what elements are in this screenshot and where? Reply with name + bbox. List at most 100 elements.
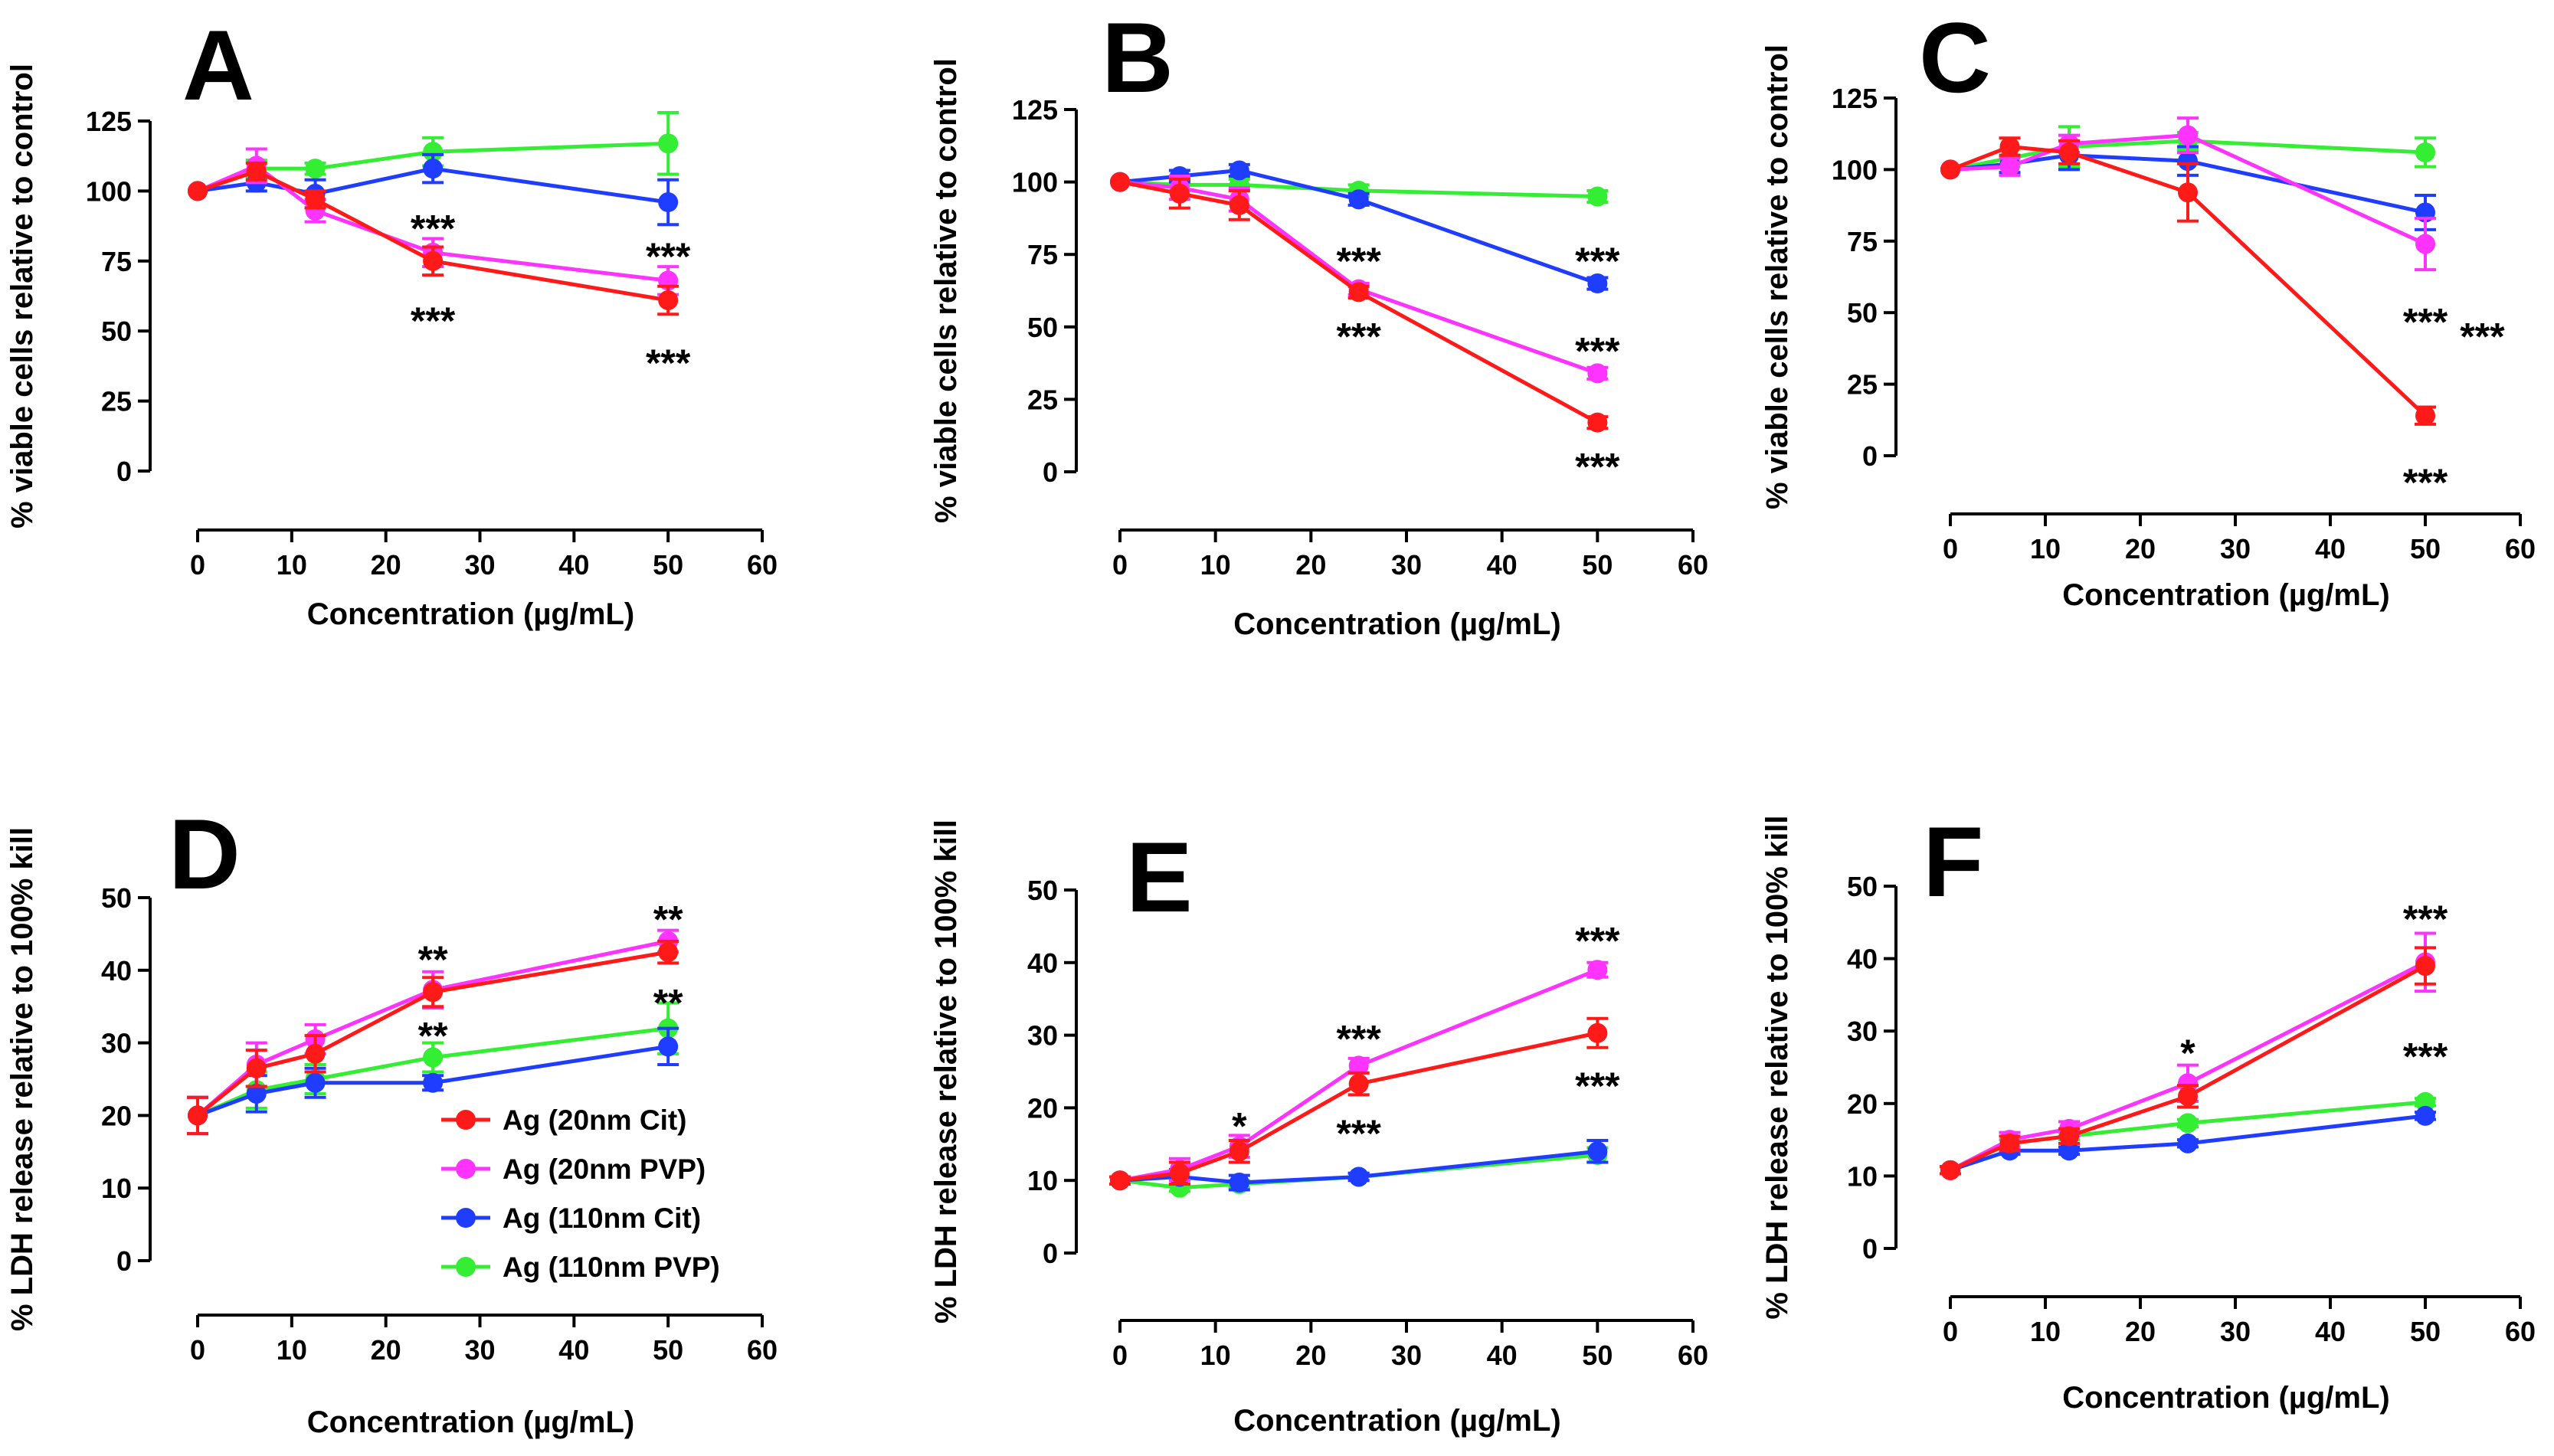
y-tick-label: 10 [1847,1160,1878,1192]
significance-marker: *** [2403,461,2448,504]
legend-label: Ag (20nm Cit) [503,1104,687,1136]
data-point [1229,1141,1249,1162]
x-tick-label: 10 [2030,533,2061,564]
data-point [246,161,267,182]
x-axis-title: Concentration (µg/mL) [2062,578,2389,612]
y-axis-title: % LDH release relative to 100% kill [5,827,39,1331]
data-point [1348,1166,1369,1187]
significance-marker: *** [2460,315,2505,358]
y-axis-title: % viable cells relative to control [929,58,963,523]
data-point [658,133,679,154]
significance-marker: *** [1336,1018,1381,1061]
data-point [2415,956,2435,977]
x-tick-label: 0 [1112,1340,1128,1371]
x-axis-title: Concentration (µg/mL) [1233,607,1560,641]
x-tick-label: 0 [1112,549,1128,581]
y-tick-label: 0 [1043,1238,1058,1269]
y-tick-label: 25 [1847,369,1878,401]
data-point [1348,282,1369,303]
data-point [1587,1141,1608,1162]
panel-letter: C [1919,2,1991,113]
significance-marker: *** [1575,329,1620,372]
data-point [2178,151,2198,172]
significance-marker: *** [1575,920,1620,963]
x-axis-title: Concentration (µg/mL) [2062,1381,2389,1415]
data-point [1169,183,1190,204]
data-point [423,159,444,179]
legend-item: Ag (110nm Cit) [441,1202,701,1234]
series-line [1119,180,1599,424]
legend-label: Ag (20nm PVP) [503,1153,706,1185]
data-point [1587,960,1608,980]
data-point [1348,1074,1369,1094]
significance-marker: *** [1336,315,1381,358]
x-tick-label: 50 [2410,533,2441,564]
data-point [1110,172,1130,192]
x-tick-label: 50 [1582,549,1613,581]
data-point [423,1047,444,1068]
data-point [2178,1113,2198,1134]
data-point [305,1072,326,1093]
x-tick-label: 50 [653,1334,683,1366]
y-tick-label: 20 [101,1100,132,1131]
data-point [1229,1173,1249,1193]
y-tick-label: 30 [101,1028,132,1059]
data-point [246,1083,267,1104]
data-point [1229,195,1249,215]
significance-marker: ** [418,1014,448,1057]
significance-marker: ** [653,898,683,941]
y-tick-label: 40 [101,955,132,986]
data-point [658,290,679,310]
x-tick-label: 60 [2505,533,2536,564]
x-tick-label: 0 [1943,1316,1958,1347]
x-tick-label: 30 [464,549,495,581]
legend-label: Ag (110nm Cit) [503,1202,701,1234]
legend-swatch-marker [456,1208,476,1228]
data-point [1348,189,1369,210]
y-tick-label: 10 [1027,1165,1058,1196]
significance-marker: *** [646,235,691,278]
x-tick-label: 60 [747,1334,778,1366]
legend-label: Ag (110nm PVP) [503,1252,720,1283]
x-tick-label: 30 [464,1334,495,1366]
data-point [1999,156,2020,177]
legend: Ag (20nm Cit) Ag (20nm PVP) Ag (110nm Cit)… [441,1104,720,1283]
y-tick-label: 20 [1847,1088,1878,1120]
legend-item: Ag (20nm Cit) [441,1104,687,1136]
y-tick-label: 40 [1027,947,1058,979]
y-tick-label: 75 [1847,226,1878,257]
data-point [1999,1133,2020,1153]
y-tick-label: 75 [1027,239,1058,270]
x-tick-label: 30 [2220,1316,2251,1347]
significance-marker: *** [1336,1112,1381,1155]
panel-letter: A [182,9,254,121]
data-point [2178,1133,2198,1153]
y-tick-label: 50 [1847,297,1878,329]
data-point [423,250,444,271]
significance-marker: *** [1336,240,1381,283]
significance-marker: *** [2403,1036,2448,1078]
series-ag-20nm-cit [1940,946,2436,1180]
x-tick-label: 0 [1943,533,1958,564]
x-tick-label: 60 [1678,1340,1708,1371]
x-tick-label: 60 [747,549,778,581]
data-point [2059,1126,2079,1147]
y-tick-label: 30 [1847,1016,1878,1047]
y-tick-label: 25 [101,386,132,417]
data-point [305,159,326,179]
x-axis-title: Concentration (µg/mL) [1233,1404,1560,1438]
data-point [658,192,679,213]
panel-f: F 0 10 20 30 40 50 0 10 20 30 40 50 60 Concentration (… [1760,806,2536,1415]
y-tick-label: 0 [116,456,132,487]
data-point [658,1036,679,1057]
series-ag-20nm-cit [1940,136,2436,426]
significance-marker: ** [653,982,683,1025]
significance-marker: *** [411,299,456,342]
x-tick-label: 40 [1487,1340,1518,1371]
data-point [2178,125,2198,146]
x-tick-label: 0 [190,1334,205,1366]
y-tick-label: 0 [1862,1233,1878,1265]
data-point [423,1072,444,1093]
data-point [305,1043,326,1064]
